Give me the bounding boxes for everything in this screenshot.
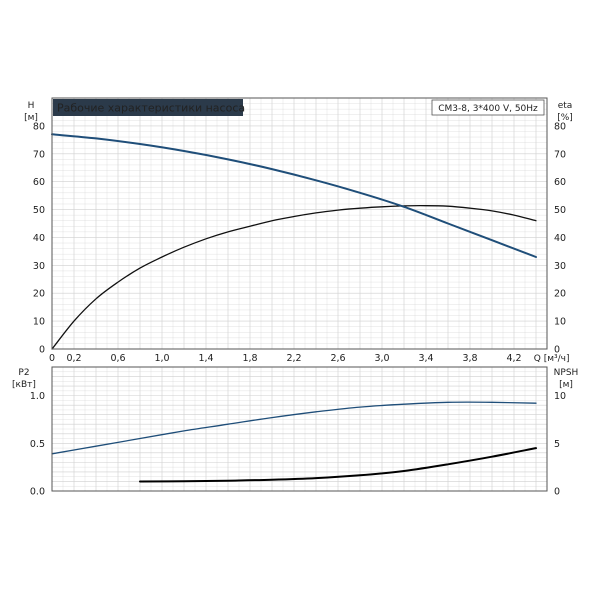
x-tick-label: 1,0 [154, 353, 169, 364]
y-left-tick-label: 20 [33, 289, 45, 300]
npsh-tick-label: 5 [554, 439, 560, 450]
x-tick-label: 0 [49, 353, 55, 364]
x-tick-label: 2,2 [286, 353, 301, 364]
chart-title: Рабочие характеристики насоса [57, 102, 245, 115]
y-left-tick-label: 70 [33, 149, 45, 160]
head-curve [51, 133, 537, 258]
lower-plot-frame [51, 366, 548, 492]
eta-axis-unit: [%] [557, 113, 573, 123]
h-axis-unit: [м] [24, 113, 38, 123]
frame-layer [51, 97, 548, 492]
p2-axis-label: P2 [18, 368, 29, 378]
x-tick-label: 3,8 [462, 353, 477, 364]
label-layer: 0 0,2 0,6 1,0 1,4 1,8 2,2 2,6 3,0 3,4 3,8 4,2 0 10 20 3… [12, 99, 578, 498]
y-right-tick-label: 80 [554, 121, 566, 132]
y-left-tick-label: 0 [39, 345, 45, 356]
p2-tick-label: 0.0 [30, 487, 45, 498]
y-right-tick-label: 70 [554, 149, 566, 160]
p2-tick-label: 1.0 [30, 391, 45, 402]
y-right-tick-label: 20 [554, 289, 566, 300]
efficiency-curve [51, 205, 537, 350]
npsh-axis-unit: [м] [559, 380, 573, 390]
x-tick-label: 0,6 [110, 353, 125, 364]
y-left-tick-label: 40 [33, 233, 45, 244]
x-axis-label: Q [м³/ч] [534, 354, 570, 364]
y-right-tick-label: 0 [554, 345, 560, 356]
y-left-tick-label: 30 [33, 261, 45, 272]
x-tick-label: 1,4 [198, 353, 213, 364]
eta-axis-label: eta [558, 101, 573, 111]
y-left-tick-label: 80 [33, 121, 45, 132]
subtitle-box [431, 99, 545, 116]
x-tick-label: 2,6 [330, 353, 345, 364]
y-left-tick-label: 60 [33, 177, 45, 188]
x-tick-label: 3,0 [374, 353, 389, 364]
y-right-tick-label: 30 [554, 261, 566, 272]
grid-layer [51, 97, 548, 492]
npsh-tick-label: 10 [554, 391, 566, 402]
x-tick-label: 3,4 [418, 353, 433, 364]
y-left-tick-label: 10 [33, 317, 45, 328]
npsh-curve [139, 447, 537, 483]
title-box [53, 99, 243, 116]
p2-power-curve [51, 401, 537, 455]
y-right-tick-label: 40 [554, 233, 566, 244]
y-left-tick-label: 50 [33, 205, 45, 216]
y-right-tick-label: 60 [554, 177, 566, 188]
p2-axis-unit: [кВт] [12, 380, 36, 390]
npsh-tick-label: 0 [554, 487, 560, 498]
p2-tick-label: 0.5 [30, 439, 45, 450]
x-tick-label: 0,2 [66, 353, 81, 364]
y-right-tick-label: 10 [554, 317, 566, 328]
curve-layer [51, 133, 537, 483]
h-axis-label: H [28, 101, 35, 111]
chart-subtitle: CM3-8, 3*400 V, 50Hz [438, 104, 538, 114]
x-tick-label: 1,8 [242, 353, 257, 364]
y-right-tick-label: 50 [554, 205, 566, 216]
npsh-axis-label: NPSH [554, 368, 579, 378]
upper-plot-frame [51, 97, 548, 350]
x-tick-label: 4,2 [506, 353, 521, 364]
